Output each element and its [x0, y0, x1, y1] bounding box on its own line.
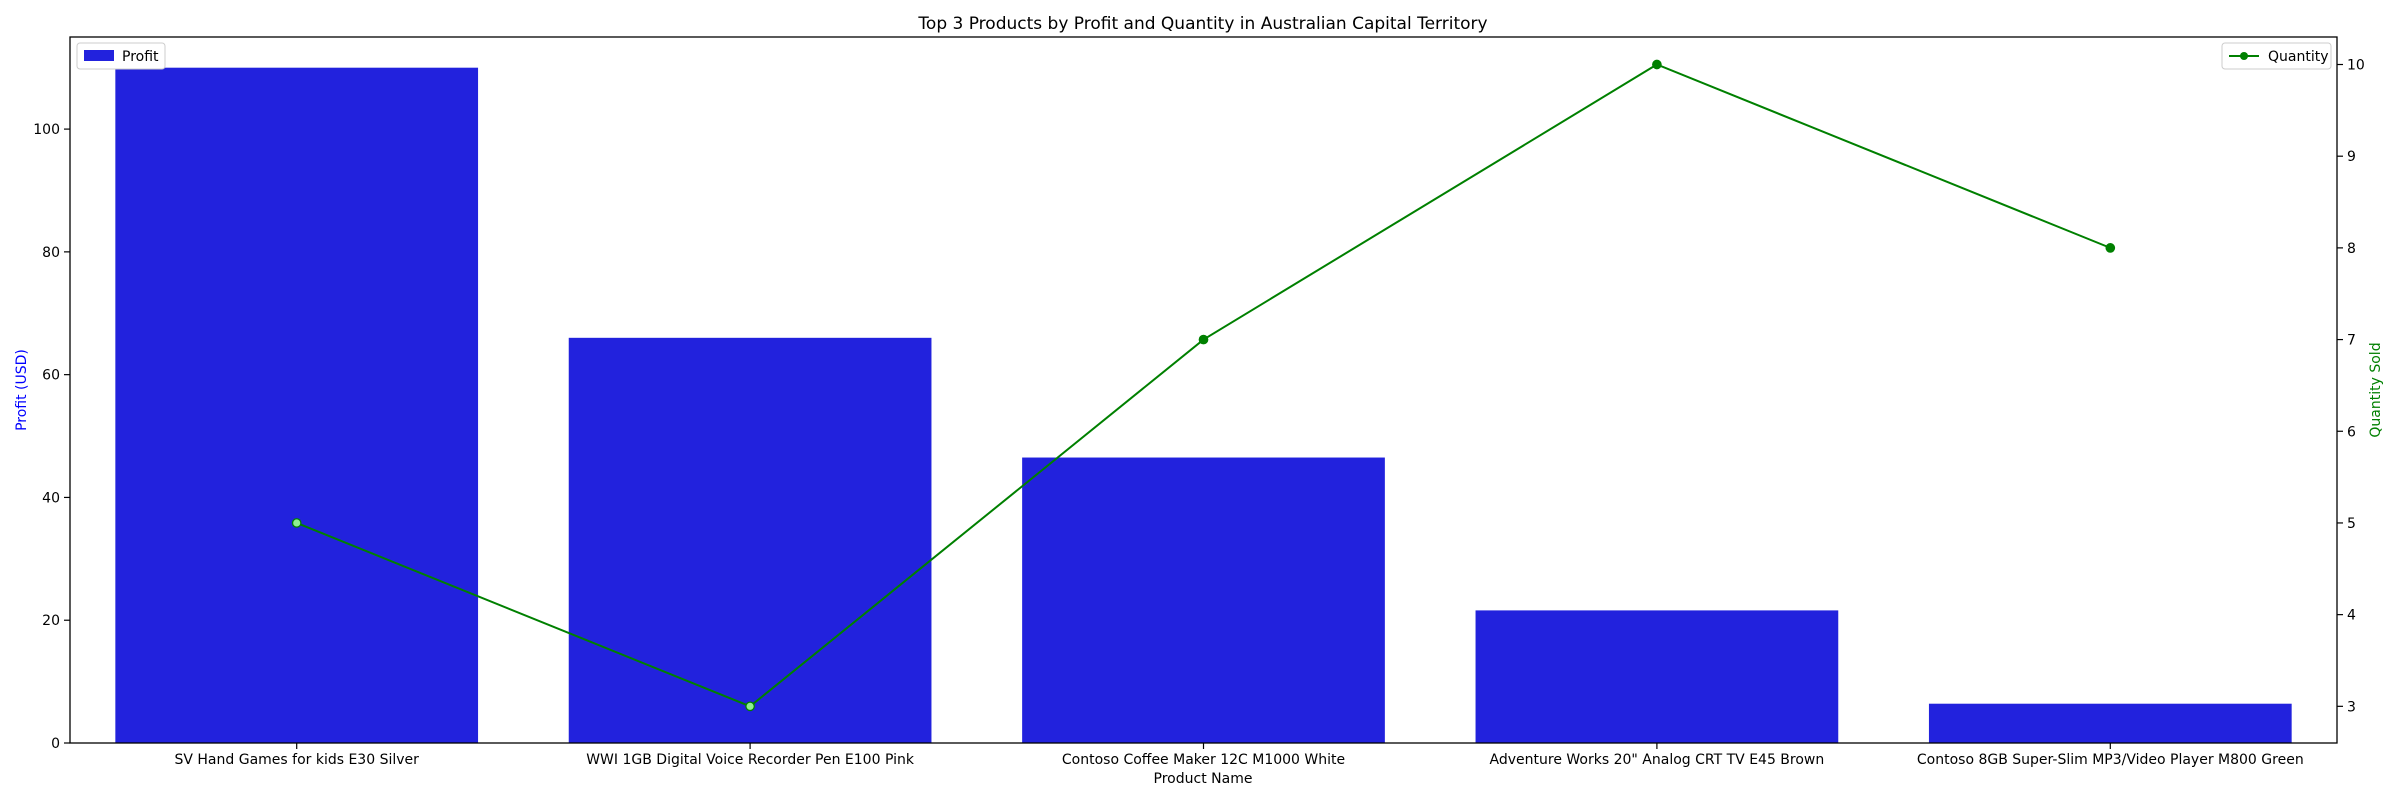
y2-tick-label-8: 8	[2347, 241, 2356, 257]
y-axis-title: Profit (USD)	[14, 349, 30, 431]
x-tick-label-1: SV Hand Games for kids E30 Silver	[174, 752, 419, 768]
y2-tick-label-3: 3	[2347, 699, 2356, 715]
y2-tick-label-10: 10	[2347, 58, 2365, 74]
bar-1	[115, 67, 479, 743]
legend-profit-box	[76, 42, 166, 70]
bar-2	[568, 337, 932, 743]
y-tick-label-20: 20	[42, 613, 60, 629]
quantity-point-5	[2105, 243, 2116, 253]
y2-tick-label-6: 6	[2347, 424, 2356, 440]
x-tick-label-2: WWI 1GB Digital Voice Recorder Pen E100 …	[586, 752, 915, 768]
y2-tick-label-9: 9	[2347, 149, 2356, 165]
y-tick-label-80: 80	[42, 245, 60, 261]
x-tick-label-5: Contoso 8GB Super-Slim MP3/Video Player …	[1917, 752, 2304, 768]
legend-profit: Profit	[76, 42, 166, 70]
chart-title: Top 3 Products by Profit and Quantity in…	[917, 14, 1487, 34]
legend-quantity: Quantity	[2221, 42, 2332, 70]
quantity-point-2	[745, 701, 755, 712]
legend-quantity-box	[2221, 42, 2332, 70]
y2-tick-label-5: 5	[2347, 516, 2356, 532]
right-axis: 3 4 5 6 7 8 9 10	[2337, 58, 2365, 715]
y-tick-label-100: 100	[33, 122, 60, 138]
bar-3	[1022, 457, 1385, 743]
left-axis: 0 20 40 60 80 100	[33, 122, 70, 752]
y2-tick-label-7: 7	[2347, 333, 2356, 349]
quantity-point-3	[1198, 334, 1209, 345]
x-axis: SV Hand Games for kids E30 Silver WWI 1GB…	[174, 743, 2304, 768]
y2-axis-title: Quantity Sold	[2368, 342, 2384, 437]
y-tick-label-40: 40	[42, 490, 60, 506]
legend-profit-swatch	[84, 50, 114, 61]
legend-profit-label: Profit	[122, 49, 159, 65]
line-layer	[291, 59, 2116, 712]
x-tick-label-3: Contoso Coffee Maker 12C M1000 White	[1062, 752, 1345, 768]
y-tick-label-0: 0	[51, 736, 60, 752]
bars-layer	[115, 67, 2292, 743]
legend-quantity-label: Quantity	[2268, 49, 2329, 65]
x-axis-title: Product Name	[1154, 771, 1253, 787]
bar-5	[1928, 703, 2292, 743]
quantity-point-4	[1652, 59, 1662, 70]
y2-tick-label-4: 4	[2347, 608, 2356, 624]
x-tick-label-4: Adventure Works 20" Analog CRT TV E45 Br…	[1490, 752, 1825, 768]
bar-4	[1475, 610, 1839, 743]
legend-quantity-marker	[2240, 52, 2248, 60]
y-tick-label-60: 60	[42, 368, 60, 384]
quantity-point-1	[291, 518, 302, 528]
